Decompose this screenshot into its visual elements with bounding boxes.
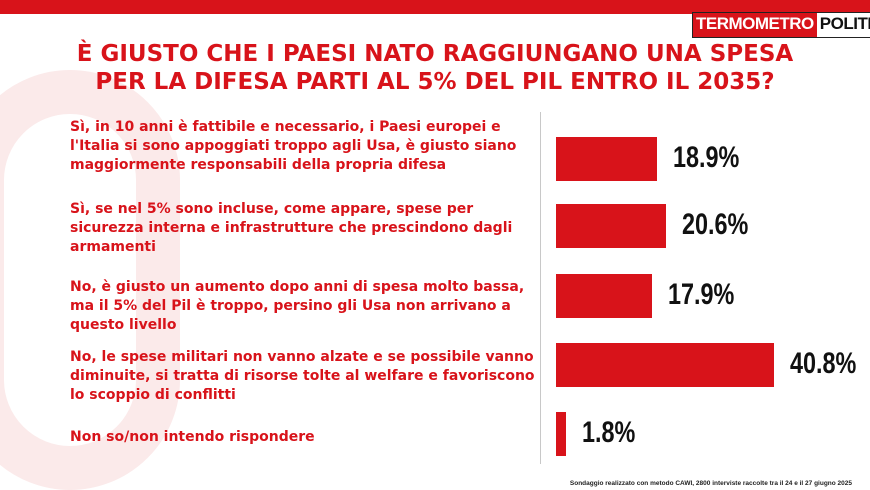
category-label: Sì, se nel 5% sono incluse, come appare,… <box>70 201 513 255</box>
category-label: No, le spese militari non vanno alzate e… <box>70 349 535 403</box>
title-line-1: È GIUSTO CHE I PAESI NATO RAGGIUNGANO UN… <box>76 41 794 67</box>
category-label: Sì, in 10 anni è fattibile e necessario,… <box>70 119 517 173</box>
bar <box>556 137 657 181</box>
logo-part-1: TERMOMETRO <box>693 13 817 37</box>
category-label: No, è giusto un aumento dopo anni di spe… <box>70 279 525 333</box>
category-label: Non so/non intendo rispondere <box>70 429 315 445</box>
bar <box>556 343 774 387</box>
title-line-2: PER LA DIFESA PARTI AL 5% DEL PIL ENTRO … <box>95 69 775 95</box>
chart-title: È GIUSTO CHE I PAESI NATO RAGGIUNGANO UN… <box>30 40 840 96</box>
value-label: 20.6% <box>682 208 749 241</box>
bar <box>556 204 666 248</box>
value-label: 17.9% <box>668 278 735 311</box>
axis-divider <box>540 112 541 464</box>
value-label: 1.8% <box>582 416 636 449</box>
survey-footnote: Sondaggio realizzato con metodo CAWI, 28… <box>569 480 852 487</box>
value-label: 40.8% <box>790 347 857 380</box>
bar <box>556 412 566 456</box>
bar <box>556 274 652 318</box>
top-accent-bar <box>0 0 870 14</box>
logo-part-2: POLITICO <box>816 13 870 37</box>
value-label: 18.9% <box>673 141 740 174</box>
brand-logo: TERMOMETRO POLITICO <box>692 12 870 38</box>
